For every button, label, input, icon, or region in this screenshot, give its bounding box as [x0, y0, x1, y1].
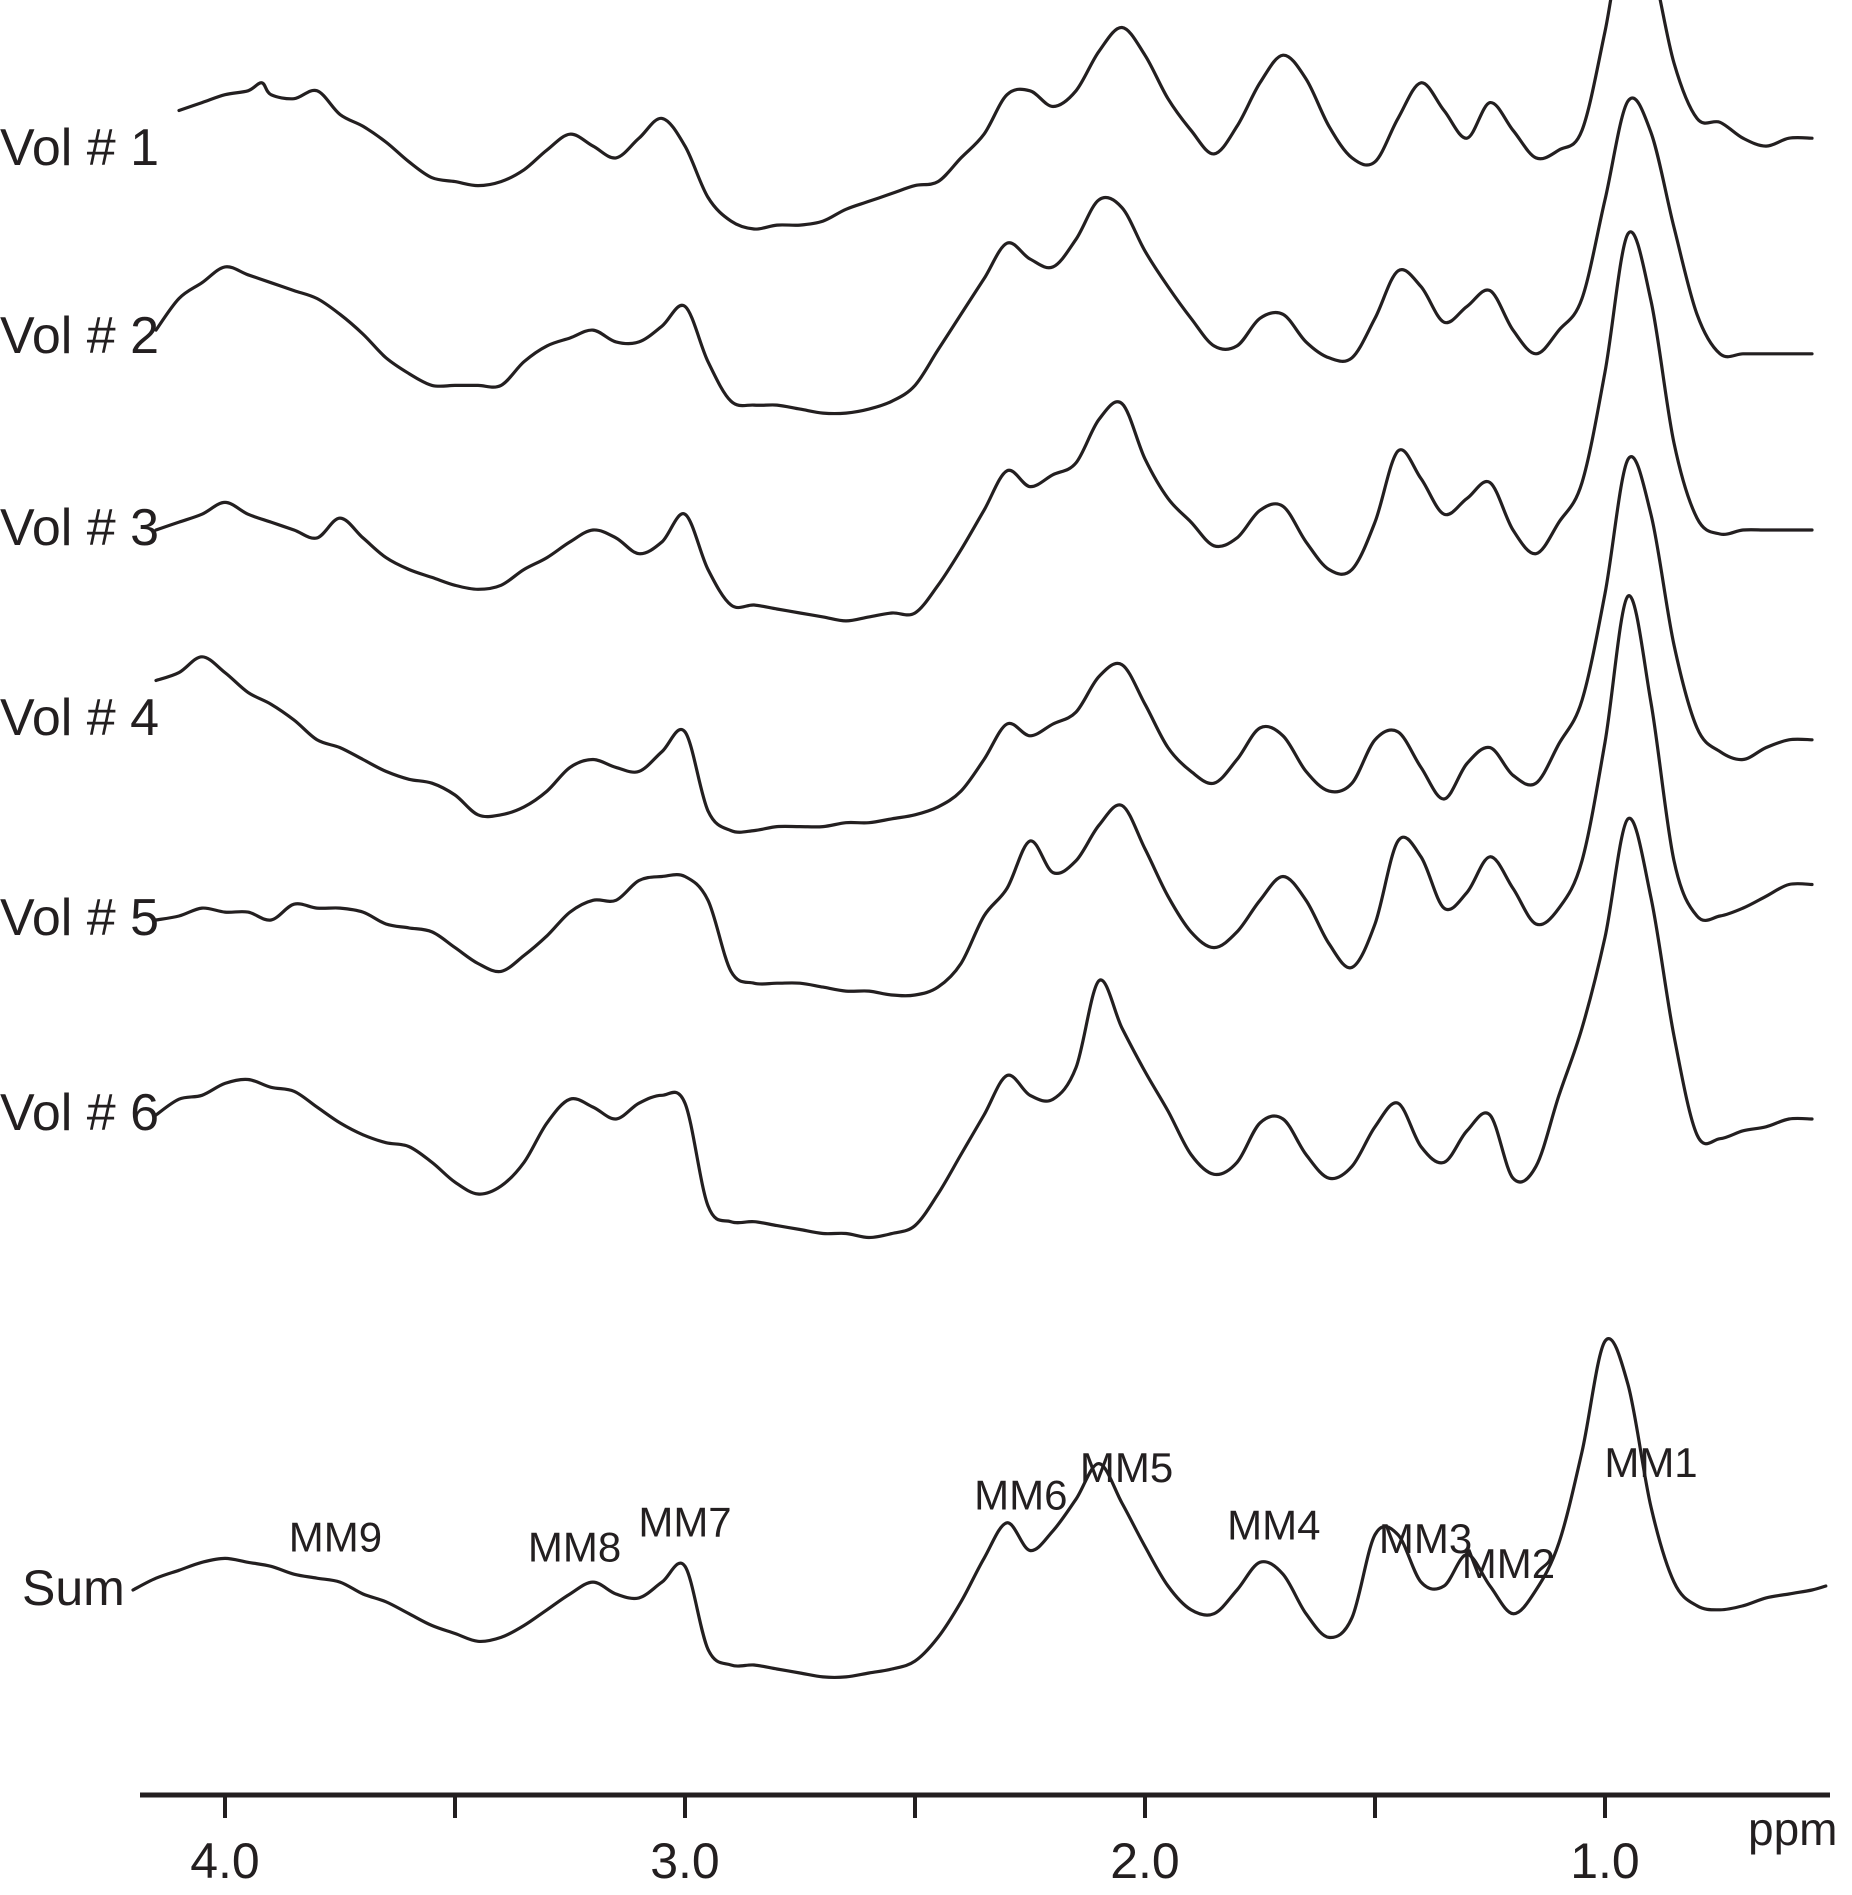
- series-label-1: Vol # 1: [0, 119, 159, 177]
- x-axis-label: ppm: [1748, 1803, 1837, 1855]
- series-line-2: [154, 96, 1814, 416]
- series-labels: Vol # 1 Vol # 2 Vol # 3 Vol # 4 Vol # 5 Vol #…: [0, 119, 159, 1616]
- series-label-5: Vol # 5: [0, 889, 159, 947]
- series-label-4: Vol # 4: [0, 689, 159, 747]
- x-tick-label: 1.0: [1570, 1833, 1640, 1889]
- peak-label-mm6: MM6: [974, 1471, 1067, 1518]
- series-label-7: Sum: [22, 1560, 125, 1616]
- peak-label-mm2: MM2: [1462, 1540, 1555, 1587]
- peak-label-mm4: MM4: [1227, 1501, 1320, 1548]
- series-label-3: Vol # 3: [0, 499, 159, 557]
- x-tick-label: 4.0: [190, 1833, 260, 1889]
- peak-label-mm5: MM5: [1080, 1444, 1173, 1491]
- peak-label-mm1: MM1: [1604, 1439, 1697, 1486]
- peak-label-mm9: MM9: [289, 1513, 382, 1560]
- series-line-4: [154, 455, 1814, 834]
- x-axis-ticks: 4.0 3.0 2.0 1.0: [190, 1795, 1640, 1889]
- series-label-2: Vol # 2: [0, 307, 159, 365]
- series-label-6: Vol # 6: [0, 1084, 159, 1142]
- x-tick-label: 2.0: [1110, 1833, 1180, 1889]
- spectra-traces: [131, 0, 1828, 1680]
- series-line-1: [177, 0, 1814, 231]
- x-axis: 4.0 3.0 2.0 1.0 ppm: [140, 1792, 1837, 1889]
- series-line-5: [154, 594, 1814, 998]
- series-line-6: [154, 816, 1814, 1240]
- peak-label-mm7: MM7: [638, 1498, 731, 1545]
- x-tick-label: 3.0: [650, 1833, 720, 1889]
- series-line-3: [154, 230, 1814, 623]
- peak-label-mm3: MM3: [1379, 1515, 1472, 1562]
- series-line-7: [131, 1337, 1828, 1680]
- peak-label-mm8: MM8: [528, 1524, 621, 1571]
